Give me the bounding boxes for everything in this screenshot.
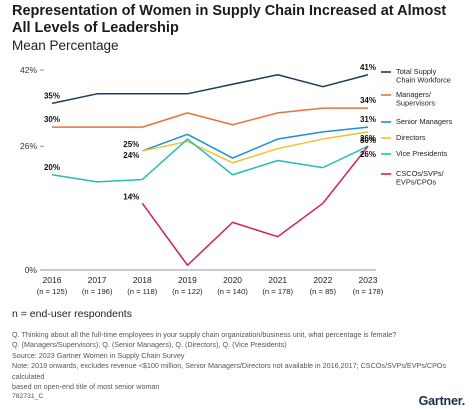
legend-label: Managers/Supervisors	[396, 90, 435, 108]
chart-subtitle: Mean Percentage	[12, 38, 119, 53]
series-line	[51, 138, 369, 183]
x-tick-sublabel: (n = 125)	[37, 287, 68, 296]
series-line	[52, 107, 368, 128]
x-tick-sublabel: (n = 85)	[310, 287, 337, 296]
x-tick-sublabel: (n = 118)	[127, 287, 158, 296]
source-line: Source: 2023 Gartner Women in Supply Cha…	[12, 350, 185, 360]
gartner-logo: Gartner.	[418, 394, 466, 408]
data-label: 34%	[360, 96, 376, 105]
series-line	[142, 126, 369, 159]
series-line	[142, 131, 369, 164]
y-tick-label: 42%	[20, 65, 37, 75]
x-tick-label: 2023	[359, 275, 378, 285]
chart-title: Representation of Women in Supply Chain …	[12, 3, 447, 36]
data-label: 26%	[360, 134, 376, 143]
legend: Total Supply Chain Workforce Managers/Supe…	[381, 67, 453, 187]
x-tick-label: 2021	[268, 275, 287, 285]
x-tick-label: 2019	[178, 275, 197, 285]
x-tick-label: 2016	[43, 275, 62, 285]
series-line	[141, 145, 369, 266]
chart-notes: n = end-user respondents Q. Thinking abo…	[12, 308, 467, 402]
brand-text: Gartner	[418, 394, 462, 408]
data-label: 30%	[44, 115, 60, 124]
legend-label: Directors	[396, 133, 426, 142]
note-line-2: based on open-end title of most senior w…	[12, 382, 160, 392]
legend-label: CSCOs/SVPs/EVPs/CPOs	[396, 169, 445, 187]
x-tick-sublabel: (n = 196)	[82, 287, 113, 296]
legend-label: Senior Managers	[396, 117, 453, 126]
question-1: Q. Thinking about all the full-time empl…	[12, 330, 397, 339]
data-label: 31%	[360, 115, 376, 124]
data-label: 41%	[360, 63, 376, 72]
legend-label: Vice Presidents	[396, 149, 448, 158]
x-tick-sublabel: (n = 178)	[353, 287, 384, 296]
data-label: 30%	[360, 136, 376, 145]
data-label: 25%	[123, 140, 139, 149]
y-tick-label: 0%	[25, 265, 38, 275]
series-lines	[51, 74, 369, 266]
chart-axes: 0% 26% 42% 2016 (n = 125) 2017 (n = 196) 2018 (n…	[20, 65, 384, 296]
x-tick-label: 2018	[133, 275, 152, 285]
x-tick-sublabel: (n = 140)	[217, 287, 248, 296]
x-tick-label: 2020	[223, 275, 242, 285]
data-labels: 35% 41% 30% 34% 25% 31% 24% 30% 20% 26% 14% 26%	[44, 63, 376, 202]
series-line	[51, 74, 369, 105]
data-label: 24%	[123, 151, 139, 160]
legend-label: Total Supply Chain Workforce	[396, 67, 451, 85]
x-tick-sublabel: (n = 178)	[262, 287, 293, 296]
data-label: 35%	[44, 91, 60, 100]
note-line-1: Note: 2019 onwards, excludes revenue <$1…	[12, 361, 447, 381]
n-definition: n = end-user respondents	[12, 308, 132, 320]
x-tick-label: 2022	[313, 275, 332, 285]
line-chart: 0% 26% 42% 2016 (n = 125) 2017 (n = 196) 2018 (n…	[20, 63, 453, 296]
data-label: 14%	[123, 192, 139, 201]
x-tick-label: 2017	[88, 275, 107, 285]
x-tick-sublabel: (n = 122)	[172, 287, 203, 296]
document-id: 782731_C	[12, 393, 44, 401]
question-2: Q. (Managers/Supervisors), Q. (Senior Ma…	[12, 340, 287, 350]
data-label: 26%	[360, 150, 376, 159]
y-tick-label: 26%	[20, 141, 37, 151]
data-label: 20%	[44, 163, 60, 172]
